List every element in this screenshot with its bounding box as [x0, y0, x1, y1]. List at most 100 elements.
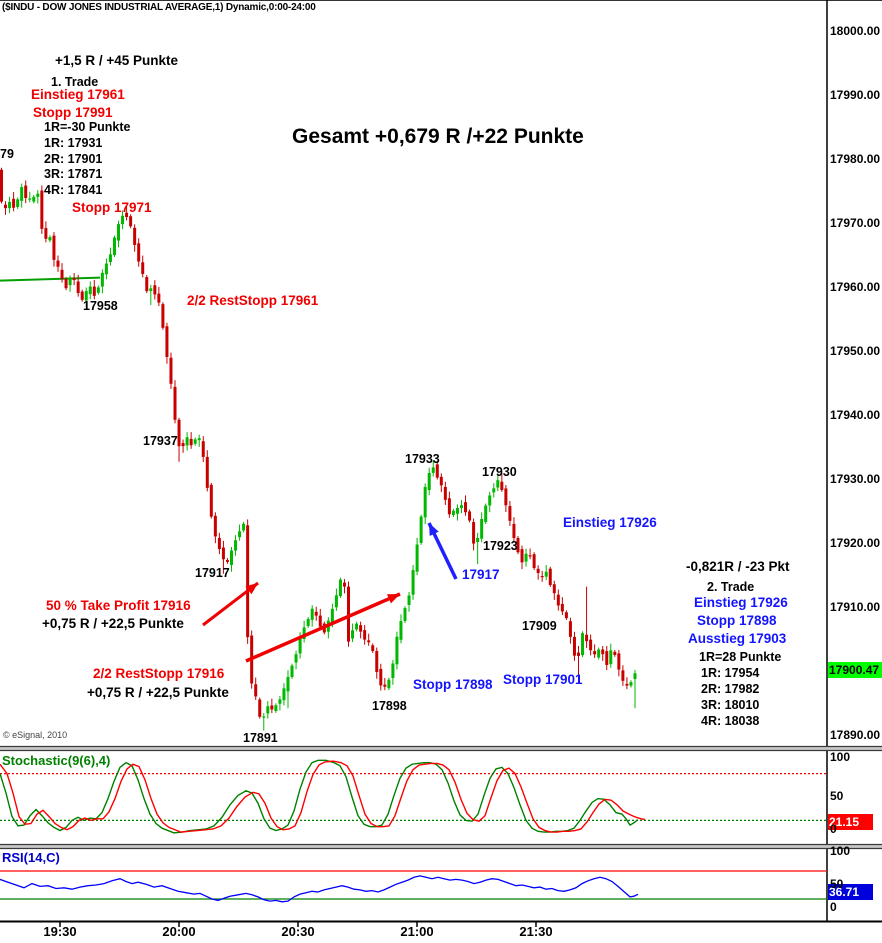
candle-body	[125, 212, 129, 217]
candle-body	[459, 505, 463, 508]
candle-body	[560, 603, 564, 612]
price-axis-tick: 17890.00	[830, 728, 881, 742]
annotation: 17923	[483, 539, 518, 553]
candle-body	[0, 169, 3, 202]
candle-body	[387, 679, 391, 689]
candle-body	[468, 511, 472, 521]
candle-body	[282, 688, 286, 701]
time-axis-label: 20:00	[162, 924, 196, 939]
annotation: Stopp 17898	[413, 677, 493, 692]
annotation: Stopp 17898	[697, 613, 777, 628]
annotation: 1R=28 Punkte	[699, 650, 782, 664]
price-axis-tick: 17980.00	[830, 152, 881, 166]
candle-body	[294, 654, 298, 663]
candle-body	[367, 640, 371, 643]
stochastic-indicator-label: Stochastic(9(6),4)	[2, 753, 111, 768]
candle-body	[278, 699, 282, 704]
pane-separator	[0, 746, 882, 751]
price-axis-tick: 17930.00	[830, 472, 881, 486]
candle-body	[44, 228, 48, 239]
annotation: 17898	[372, 699, 407, 713]
time-axis-label: 19:30	[43, 924, 77, 939]
candle-body	[572, 636, 576, 656]
candle-body	[258, 699, 262, 717]
candle-body	[76, 281, 80, 294]
annotation: Ausstieg 17903	[688, 631, 787, 646]
candle-body	[330, 608, 334, 623]
rsi-axis-tick: 50	[830, 877, 844, 891]
price-axis-tick: 17940.00	[830, 408, 881, 422]
candle-body	[197, 438, 201, 441]
candle-body	[451, 510, 455, 516]
candle-body	[8, 201, 12, 209]
last-price-badge: 17900.47	[828, 662, 882, 678]
candle-body	[254, 684, 258, 697]
candle-body	[415, 544, 419, 572]
candle-body	[129, 216, 133, 227]
annotation: 3R: 17871	[44, 167, 103, 181]
candle-body	[306, 619, 310, 626]
candle-body	[338, 579, 342, 597]
candle-body	[375, 651, 379, 672]
candle-body	[548, 568, 552, 586]
candle-body	[568, 621, 572, 637]
candle-body	[435, 464, 439, 478]
annotation: 17909	[522, 619, 557, 633]
time-axis-label: 21:00	[400, 924, 434, 939]
annotation: Stopp 17901	[503, 672, 583, 687]
price-axis-tick: 17990.00	[830, 88, 881, 102]
candle-body	[96, 287, 100, 293]
candle-body	[270, 705, 274, 710]
candle-body	[593, 651, 597, 655]
candle-body	[28, 198, 32, 200]
candle-body	[205, 456, 209, 488]
annotation: 2/2 RestStopp 17916	[93, 666, 225, 681]
candle-body	[476, 537, 480, 543]
candle-body	[112, 237, 116, 256]
annotation: 1. Trade	[51, 75, 99, 89]
candle-body	[32, 196, 36, 202]
candle-body	[617, 653, 621, 670]
candle-body	[540, 576, 544, 578]
candle-body	[532, 554, 536, 569]
candle-body	[92, 286, 96, 296]
candle-body	[427, 472, 431, 491]
price-axis-tick: 17950.00	[830, 344, 881, 358]
annotation: Einstieg 17926	[694, 595, 788, 610]
candle-body	[153, 285, 157, 295]
annotation: 2R: 17901	[44, 152, 103, 166]
candle-body	[480, 519, 484, 539]
candle-body	[221, 547, 225, 560]
candle-body	[447, 498, 451, 515]
candle-body	[359, 625, 363, 632]
candle-body	[383, 684, 387, 687]
candle-body	[290, 665, 294, 677]
candle-body	[238, 531, 242, 538]
candle-body	[395, 636, 399, 665]
candle-body	[403, 608, 407, 622]
candle-body	[100, 272, 104, 287]
price-axis-tick: 17920.00	[830, 536, 881, 550]
candle-body	[351, 630, 355, 639]
candle-body	[625, 683, 629, 686]
candle-body	[512, 523, 516, 539]
price-axis-tick: 17970.00	[830, 216, 881, 230]
candle-body	[189, 438, 193, 446]
candle-body	[52, 235, 56, 260]
stochastic-axis-tick: 50	[830, 789, 844, 803]
candle-body	[411, 570, 415, 595]
candle-body	[104, 263, 108, 275]
candle-body	[133, 227, 137, 245]
candle-body	[318, 615, 322, 627]
rsi-value-badge: 36.71	[828, 884, 873, 900]
stochastic-axis-tick: 100	[830, 750, 851, 764]
candle-body	[520, 549, 524, 563]
candle-body	[496, 480, 500, 488]
candle-body	[4, 204, 8, 209]
candle-body	[379, 668, 383, 686]
candle-body	[185, 437, 189, 446]
candle-body	[12, 198, 16, 208]
candle-body	[601, 649, 605, 655]
